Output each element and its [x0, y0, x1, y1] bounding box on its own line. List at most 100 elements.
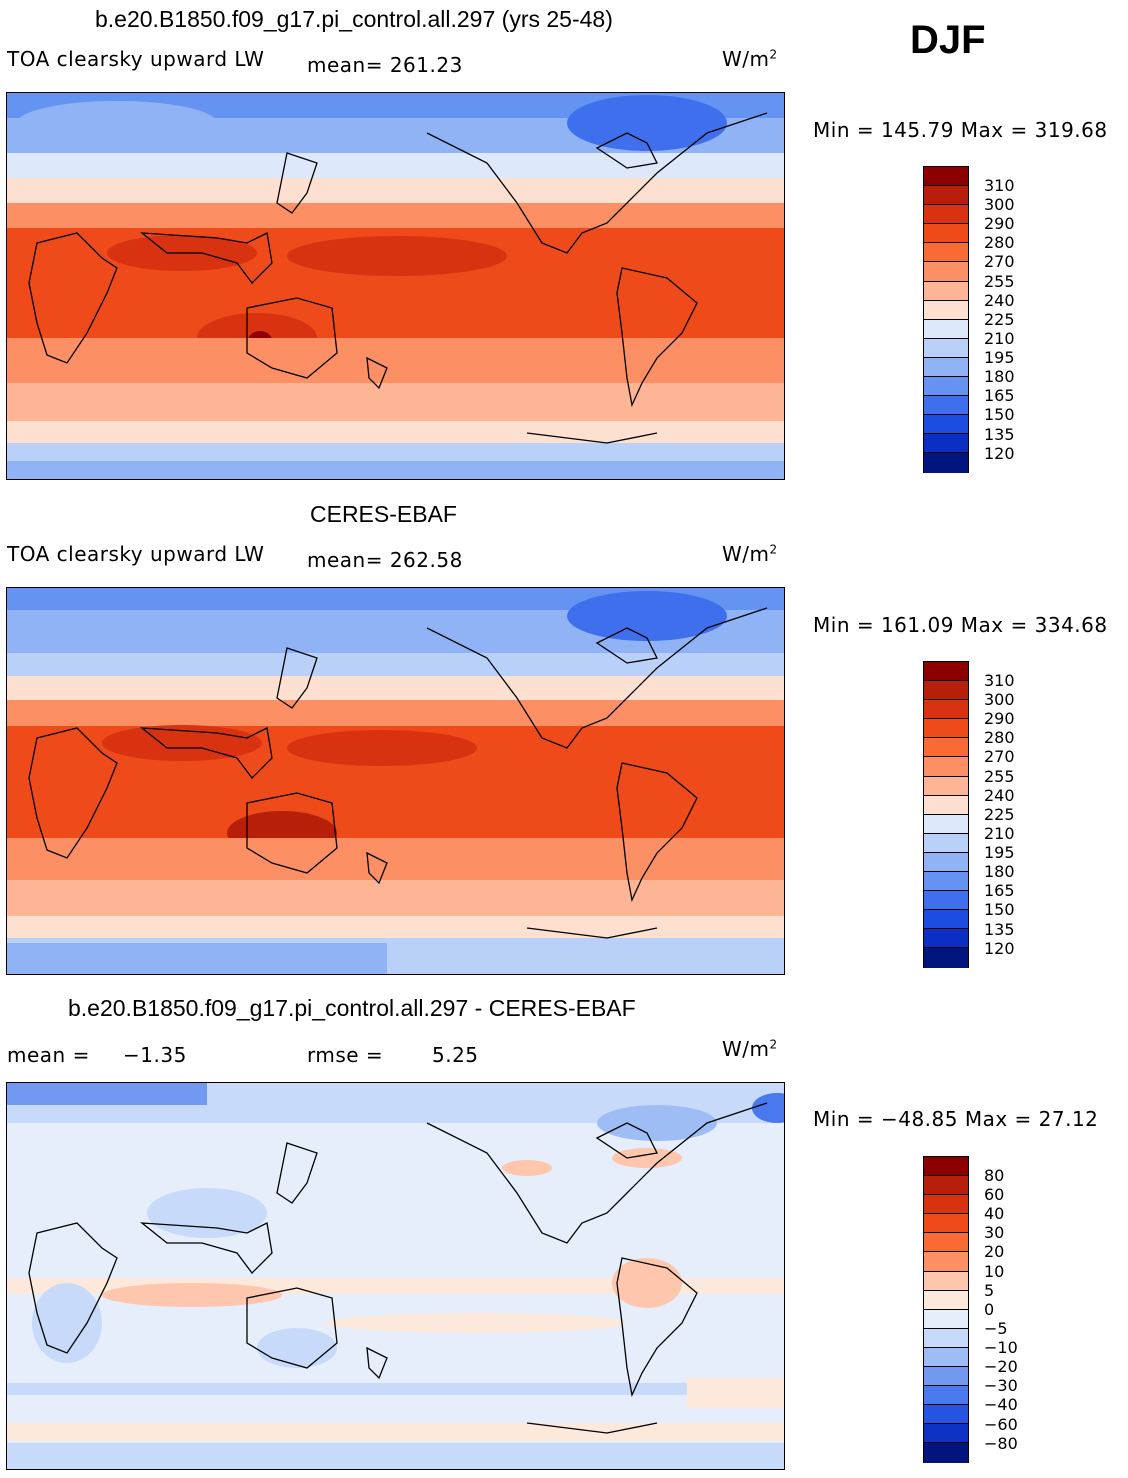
panel1-colorbar-tick: 150: [984, 405, 1015, 424]
colorbar-swatch: [924, 1176, 968, 1196]
panel1-colorbar-tick: 120: [984, 444, 1015, 463]
panel2-colorbar-tick: 210: [984, 824, 1015, 843]
panel3-colorbar-tick: −5: [984, 1319, 1008, 1338]
colorbar-swatch: [924, 1271, 968, 1291]
colorbar-swatch: [924, 396, 968, 416]
colorbar-swatch: [924, 1367, 968, 1387]
colorbar-swatch: [924, 1195, 968, 1215]
colorbar-swatch: [924, 1424, 968, 1444]
colorbar-swatch: [924, 662, 968, 682]
panel3-colorbar-tick: 60: [984, 1185, 1005, 1204]
panel3-colorbar-tick: −40: [984, 1395, 1018, 1414]
panel3-colorbar-tick: 40: [984, 1204, 1005, 1223]
panel2-variable: TOA clearsky upward LW: [7, 542, 265, 566]
colorbar-swatch: [924, 434, 968, 454]
colorbar-swatch: [924, 357, 968, 378]
panel3-colorbar-tick: −60: [984, 1415, 1018, 1434]
colorbar-swatch: [924, 243, 968, 263]
panel2-colorbar-tick: 240: [984, 786, 1015, 805]
panel1-colorbar-tick: 300: [984, 195, 1015, 214]
panel1-colorbar-tick: 240: [984, 291, 1015, 310]
panel1-minmax: Min = 145.79 Max = 319.68: [813, 118, 1108, 142]
panel3-colorbar-tick: −30: [984, 1376, 1018, 1395]
panel2-colorbar-tick: 120: [984, 939, 1015, 958]
panel2-colorbar-tick: 255: [984, 767, 1015, 786]
panel1-colorbar-tick: 270: [984, 252, 1015, 271]
season-label: DJF: [910, 18, 986, 62]
colorbar-swatch: [924, 719, 968, 739]
colorbar-swatch: [924, 1443, 968, 1463]
colorbar-swatch: [924, 300, 968, 320]
colorbar-swatch: [924, 1157, 968, 1177]
colorbar-swatch: [924, 1309, 968, 1329]
panel1-colorbar: [923, 166, 969, 473]
panel3-colorbar-tick: −20: [984, 1357, 1018, 1376]
colorbar-swatch: [924, 1386, 968, 1406]
panel2-colorbar-tick: 150: [984, 900, 1015, 919]
panel1-units: W/m2: [722, 47, 778, 71]
panel3-colorbar-tick: 10: [984, 1262, 1005, 1281]
colorbar-swatch: [924, 319, 968, 339]
panel1-colorbar-tick: 225: [984, 310, 1015, 329]
panel3-rmse-value: 5.25: [432, 1043, 479, 1067]
colorbar-swatch: [924, 700, 968, 720]
colorbar-swatch: [924, 872, 968, 892]
panel1-colorbar-tick: 210: [984, 329, 1015, 348]
panel2-colorbar-tick: 290: [984, 709, 1015, 728]
panel3-units: W/m2: [722, 1037, 778, 1061]
panel1-mean: mean= 261.23: [307, 53, 463, 77]
colorbar-swatch: [924, 167, 968, 187]
colorbar-swatch: [924, 929, 968, 949]
panel1-colorbar-tick: 310: [984, 176, 1015, 195]
panel3-title: b.e20.B1850.f09_g17.pi_control.all.297 -…: [68, 995, 636, 1021]
panel1-colorbar-tick: 180: [984, 367, 1015, 386]
colorbar-swatch: [924, 281, 968, 301]
panel2-mean: mean= 262.58: [307, 548, 463, 572]
panel2-units: W/m2: [722, 542, 778, 566]
panel2-colorbar-tick: 280: [984, 728, 1015, 747]
panel3-colorbar-tick: 0: [984, 1300, 995, 1319]
colorbar-swatch: [924, 757, 968, 777]
panel2-map: [6, 587, 785, 975]
colorbar-swatch: [924, 262, 968, 282]
panel1-colorbar-tick: 280: [984, 233, 1015, 252]
panel2-title: CERES-EBAF: [310, 501, 457, 527]
panel3-colorbar: [923, 1156, 969, 1463]
colorbar-swatch: [924, 1290, 968, 1310]
panel3-colorbar-tick: 30: [984, 1223, 1005, 1242]
panel3-rmse-label: rmse =: [307, 1043, 384, 1067]
colorbar-swatch: [924, 1328, 968, 1348]
panel2-colorbar-tick: 310: [984, 671, 1015, 690]
panel2-colorbar-tick: 180: [984, 862, 1015, 881]
colorbar-swatch: [924, 205, 968, 225]
colorbar-swatch: [924, 224, 968, 244]
panel1-variable: TOA clearsky upward LW: [7, 47, 265, 71]
panel1-colorbar-tick: 135: [984, 425, 1015, 444]
colorbar-swatch: [924, 910, 968, 930]
panel1-colorbar-tick: 165: [984, 386, 1015, 405]
panel2-colorbar-tick: 165: [984, 881, 1015, 900]
panel1-map: [6, 92, 785, 480]
colorbar-swatch: [924, 453, 968, 473]
panel1-colorbar-tick: 195: [984, 348, 1015, 367]
colorbar-swatch: [924, 1233, 968, 1253]
panel2-colorbar-tick: 225: [984, 805, 1015, 824]
panel1-title: b.e20.B1850.f09_g17.pi_control.all.297 (…: [95, 6, 613, 32]
panel1-colorbar-tick: 255: [984, 272, 1015, 291]
panel2-colorbar-tick: 270: [984, 747, 1015, 766]
colorbar-swatch: [924, 1252, 968, 1272]
colorbar-swatch: [924, 1405, 968, 1425]
panel2-minmax: Min = 161.09 Max = 334.68: [813, 613, 1108, 637]
panel1-colorbar-tick: 290: [984, 214, 1015, 233]
panel3-minmax: Min = −48.85 Max = 27.12: [813, 1107, 1099, 1131]
colorbar-swatch: [924, 814, 968, 834]
panel3-map: [6, 1082, 785, 1470]
colorbar-swatch: [924, 681, 968, 701]
colorbar-swatch: [924, 738, 968, 758]
colorbar-swatch: [924, 1347, 968, 1368]
colorbar-swatch: [924, 338, 968, 358]
colorbar-swatch: [924, 377, 968, 397]
colorbar-swatch: [924, 948, 968, 968]
panel3-mean-label: mean =: [7, 1043, 90, 1067]
panel3-colorbar-tick: 20: [984, 1242, 1005, 1261]
